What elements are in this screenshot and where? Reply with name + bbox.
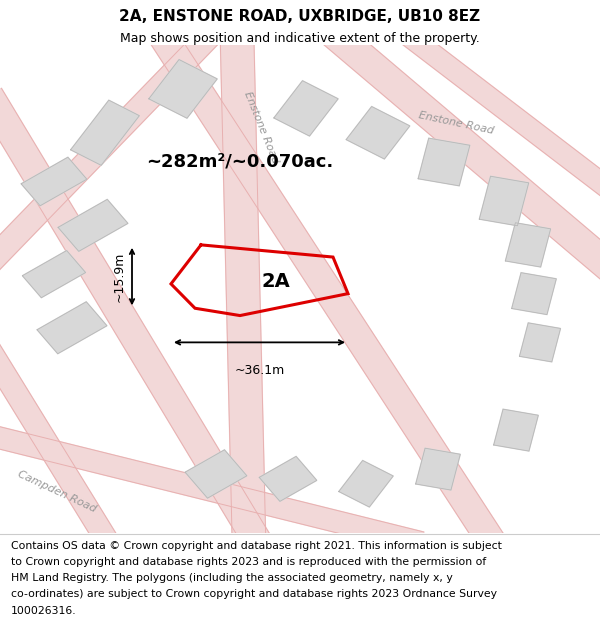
Polygon shape xyxy=(512,272,556,314)
Polygon shape xyxy=(149,59,217,118)
Polygon shape xyxy=(0,343,119,547)
Text: Map shows position and indicative extent of the property.: Map shows position and indicative extent… xyxy=(120,32,480,46)
Polygon shape xyxy=(400,28,600,198)
Polygon shape xyxy=(22,251,86,298)
Polygon shape xyxy=(0,88,271,548)
Polygon shape xyxy=(346,106,410,159)
Polygon shape xyxy=(505,222,551,267)
Text: HM Land Registry. The polygons (including the associated geometry, namely x, y: HM Land Registry. The polygons (includin… xyxy=(11,573,452,583)
Polygon shape xyxy=(520,323,560,362)
Polygon shape xyxy=(324,26,600,279)
Text: Campden Road: Campden Road xyxy=(16,469,98,514)
Polygon shape xyxy=(149,29,505,548)
Text: ~36.1m: ~36.1m xyxy=(235,364,284,378)
Polygon shape xyxy=(37,302,107,354)
Polygon shape xyxy=(58,199,128,251)
Text: 100026316.: 100026316. xyxy=(11,606,76,616)
Polygon shape xyxy=(494,409,538,451)
Polygon shape xyxy=(21,158,87,206)
Text: ~282m²/~0.070ac.: ~282m²/~0.070ac. xyxy=(146,153,334,171)
Text: 2A, ENSTONE ROAD, UXBRIDGE, UB10 8EZ: 2A, ENSTONE ROAD, UXBRIDGE, UB10 8EZ xyxy=(119,9,481,24)
Polygon shape xyxy=(185,450,247,498)
Polygon shape xyxy=(220,35,266,542)
Polygon shape xyxy=(418,138,470,186)
Text: ~15.9m: ~15.9m xyxy=(113,251,126,302)
Polygon shape xyxy=(339,461,393,507)
Polygon shape xyxy=(71,100,139,165)
Polygon shape xyxy=(274,81,338,136)
Polygon shape xyxy=(0,29,220,271)
Text: to Crown copyright and database rights 2023 and is reproduced with the permissio: to Crown copyright and database rights 2… xyxy=(11,557,486,567)
Polygon shape xyxy=(416,448,460,490)
Text: Contains OS data © Crown copyright and database right 2021. This information is : Contains OS data © Crown copyright and d… xyxy=(11,541,502,551)
Polygon shape xyxy=(0,425,424,552)
Text: co-ordinates) are subject to Crown copyright and database rights 2023 Ordnance S: co-ordinates) are subject to Crown copyr… xyxy=(11,589,497,599)
Polygon shape xyxy=(259,456,317,501)
Polygon shape xyxy=(479,176,529,226)
Text: Enstone Road: Enstone Road xyxy=(418,110,494,136)
Text: 2A: 2A xyxy=(262,272,290,291)
Text: Enstone Road: Enstone Road xyxy=(242,91,280,166)
